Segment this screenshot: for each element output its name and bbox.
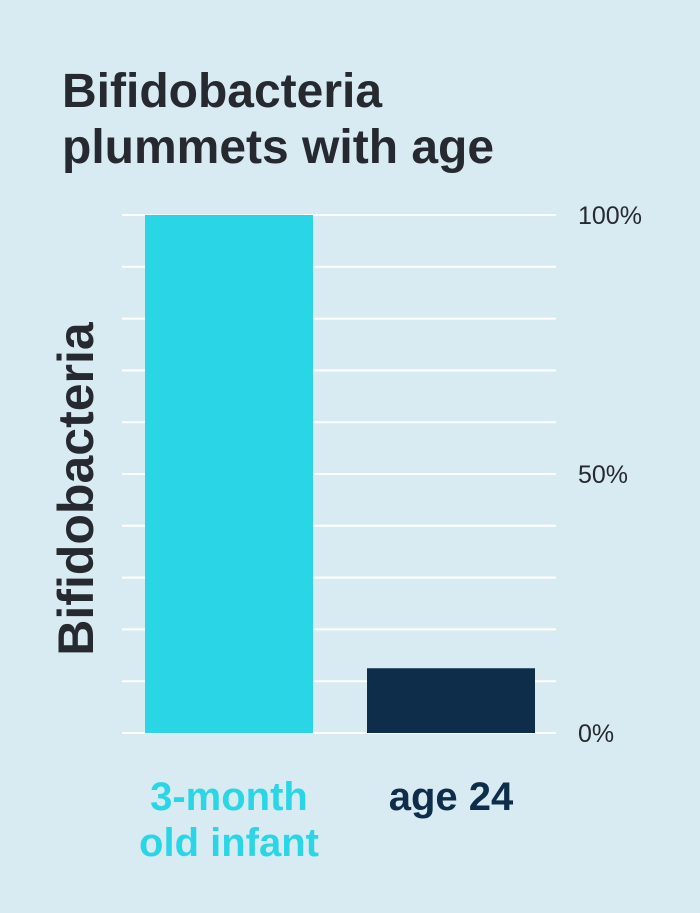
y-tick-label: 0% <box>578 720 614 748</box>
bar-3-month-old-infant <box>145 215 313 733</box>
bar-age-24 <box>367 668 535 733</box>
category-label-adult: age 24 <box>331 774 571 820</box>
chart-title-line-1: Bifidobacteria <box>62 65 383 118</box>
category-label-adult-line-1: age 24 <box>388 775 514 819</box>
category-label-infant-line-2: old infant <box>139 821 319 865</box>
chart-title-line-2: plummets with age <box>62 121 495 174</box>
y-tick-label: 100% <box>578 202 642 230</box>
chart-title: Bifidobacteria plummets with age <box>62 64 622 176</box>
category-label-infant: 3-month old infant <box>109 774 349 866</box>
category-label-infant-line-1: 3-month <box>150 775 308 819</box>
y-tick-label: 50% <box>578 461 628 489</box>
